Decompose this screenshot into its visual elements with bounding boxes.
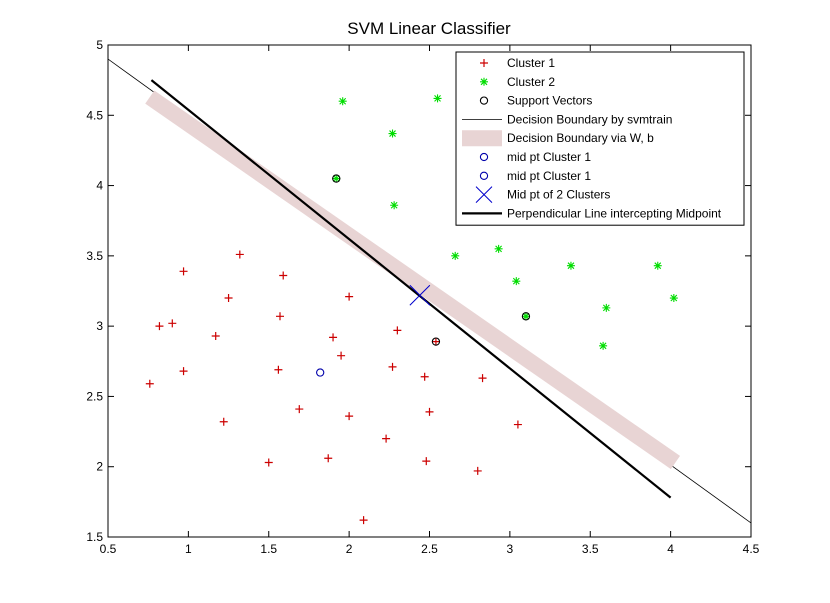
point-cluster-1 bbox=[393, 326, 402, 335]
legend-label-decision-boundary-by-svmtrain: Decision Boundary by svmtrain bbox=[507, 112, 672, 126]
point-mid-pt-of-2-clusters bbox=[409, 284, 431, 306]
point-cluster-1 bbox=[211, 331, 220, 340]
legend-label-cluster-2: Cluster 2 bbox=[507, 75, 555, 89]
y-tick-label: 3 bbox=[96, 319, 103, 333]
series-cluster-1 bbox=[145, 250, 522, 525]
legend-label-perpendicular-line-intercepting-midpoint: Perpendicular Line intercepting Midpoint bbox=[507, 206, 722, 220]
x-tick-label: 0.5 bbox=[100, 542, 117, 556]
x-tick-label: 1.5 bbox=[260, 542, 277, 556]
y-tick-label: 5 bbox=[96, 38, 103, 52]
y-tick-label: 1.5 bbox=[86, 530, 103, 544]
point-cluster-2 bbox=[653, 261, 662, 270]
point-cluster-1 bbox=[219, 417, 228, 426]
series-support-vectors bbox=[332, 174, 531, 346]
legend-swatch-cluster-2 bbox=[480, 77, 488, 86]
legend-label-mid-pt-cluster-1: mid pt Cluster 1 bbox=[507, 150, 591, 164]
point-cluster-1 bbox=[382, 434, 391, 443]
series-mid-pt-of-2-clusters bbox=[409, 284, 431, 306]
x-tick-label: 3.5 bbox=[582, 542, 599, 556]
point-cluster-1 bbox=[345, 292, 354, 301]
point-cluster-1 bbox=[359, 516, 368, 525]
line-perpendicular-line-intercepting-midpoint bbox=[150, 79, 672, 499]
point-cluster-2 bbox=[494, 244, 503, 253]
series-cluster-2 bbox=[332, 94, 678, 350]
point-cluster-1 bbox=[295, 405, 304, 414]
legend-swatch-mid-pt-cluster-1 bbox=[479, 171, 489, 180]
legend-swatch-cluster-1 bbox=[480, 59, 488, 67]
point-cluster-1 bbox=[513, 420, 522, 429]
point-support-vectors bbox=[521, 312, 531, 321]
point-cluster-2 bbox=[433, 94, 442, 103]
y-tick-label: 3.5 bbox=[86, 249, 103, 263]
legend-label-cluster-1: Cluster 1 bbox=[507, 56, 555, 70]
point-cluster-1 bbox=[431, 337, 440, 346]
point-cluster-1 bbox=[155, 322, 164, 331]
point-cluster-1 bbox=[478, 374, 487, 383]
point-cluster-1 bbox=[422, 457, 431, 466]
point-cluster-1 bbox=[324, 454, 333, 463]
point-cluster-2 bbox=[599, 341, 608, 350]
chart-title: SVM Linear Classifier bbox=[347, 19, 511, 38]
point-cluster-1 bbox=[145, 379, 154, 388]
x-tick-label: 2.5 bbox=[421, 542, 438, 556]
point-cluster-1 bbox=[473, 466, 482, 475]
legend-label-mid-pt-of-2-clusters: Mid pt of 2 Clusters bbox=[507, 188, 610, 202]
point-cluster-1 bbox=[388, 362, 397, 371]
point-cluster-2 bbox=[521, 312, 530, 321]
legend-swatch-support-vectors bbox=[479, 96, 489, 105]
y-tick-label: 4 bbox=[96, 179, 103, 193]
y-tick-label: 2 bbox=[96, 460, 103, 474]
point-cluster-1 bbox=[276, 312, 285, 321]
point-cluster-1 bbox=[279, 271, 288, 280]
x-tick-label: 4.5 bbox=[743, 542, 760, 556]
point-cluster-1 bbox=[420, 372, 429, 381]
point-mid-pt-cluster-1 bbox=[316, 368, 325, 377]
legend-swatch-mid-pt-cluster-1 bbox=[479, 152, 489, 162]
point-cluster-2 bbox=[669, 294, 678, 303]
point-cluster-1 bbox=[274, 365, 283, 374]
x-tick-label: 1 bbox=[185, 542, 192, 556]
point-cluster-1 bbox=[179, 267, 188, 276]
point-cluster-1 bbox=[329, 333, 338, 342]
point-cluster-1 bbox=[264, 458, 273, 467]
point-cluster-1 bbox=[425, 407, 434, 416]
legend-swatch-mid-pt-of-2-clusters bbox=[475, 186, 493, 203]
point-cluster-2 bbox=[332, 174, 341, 183]
point-cluster-2 bbox=[602, 303, 611, 312]
line-decision-boundary-via-w-b bbox=[145, 90, 681, 470]
x-tick-label: 2 bbox=[346, 542, 353, 556]
point-cluster-1 bbox=[337, 351, 346, 360]
y-tick-label: 4.5 bbox=[86, 108, 103, 122]
legend-label-decision-boundary-via-w-b: Decision Boundary via W, b bbox=[507, 131, 654, 145]
point-cluster-2 bbox=[566, 261, 575, 270]
point-cluster-2 bbox=[388, 129, 397, 138]
point-cluster-1 bbox=[235, 250, 244, 259]
point-cluster-1 bbox=[224, 294, 233, 303]
point-cluster-2 bbox=[451, 251, 460, 260]
x-tick-label: 3 bbox=[507, 542, 514, 556]
legend-label-mid-pt-cluster-1: mid pt Cluster 1 bbox=[507, 169, 591, 183]
point-cluster-2 bbox=[338, 97, 347, 106]
point-cluster-1 bbox=[179, 367, 188, 376]
legend-box bbox=[455, 51, 745, 226]
point-cluster-2 bbox=[512, 277, 521, 286]
legend-label-support-vectors: Support Vectors bbox=[507, 94, 592, 108]
series-mid-pt-cluster-1 bbox=[316, 368, 325, 377]
point-support-vectors bbox=[332, 174, 341, 183]
y-tick-label: 2.5 bbox=[86, 389, 103, 403]
plot-area bbox=[108, 58, 751, 525]
point-support-vectors bbox=[431, 337, 441, 346]
point-cluster-2 bbox=[390, 201, 399, 210]
point-cluster-1 bbox=[345, 412, 354, 421]
point-cluster-1 bbox=[168, 319, 177, 328]
legend: Cluster 1 Cluster 2 Support Vectors Decisio… bbox=[455, 51, 745, 226]
x-tick-label: 4 bbox=[667, 542, 674, 556]
